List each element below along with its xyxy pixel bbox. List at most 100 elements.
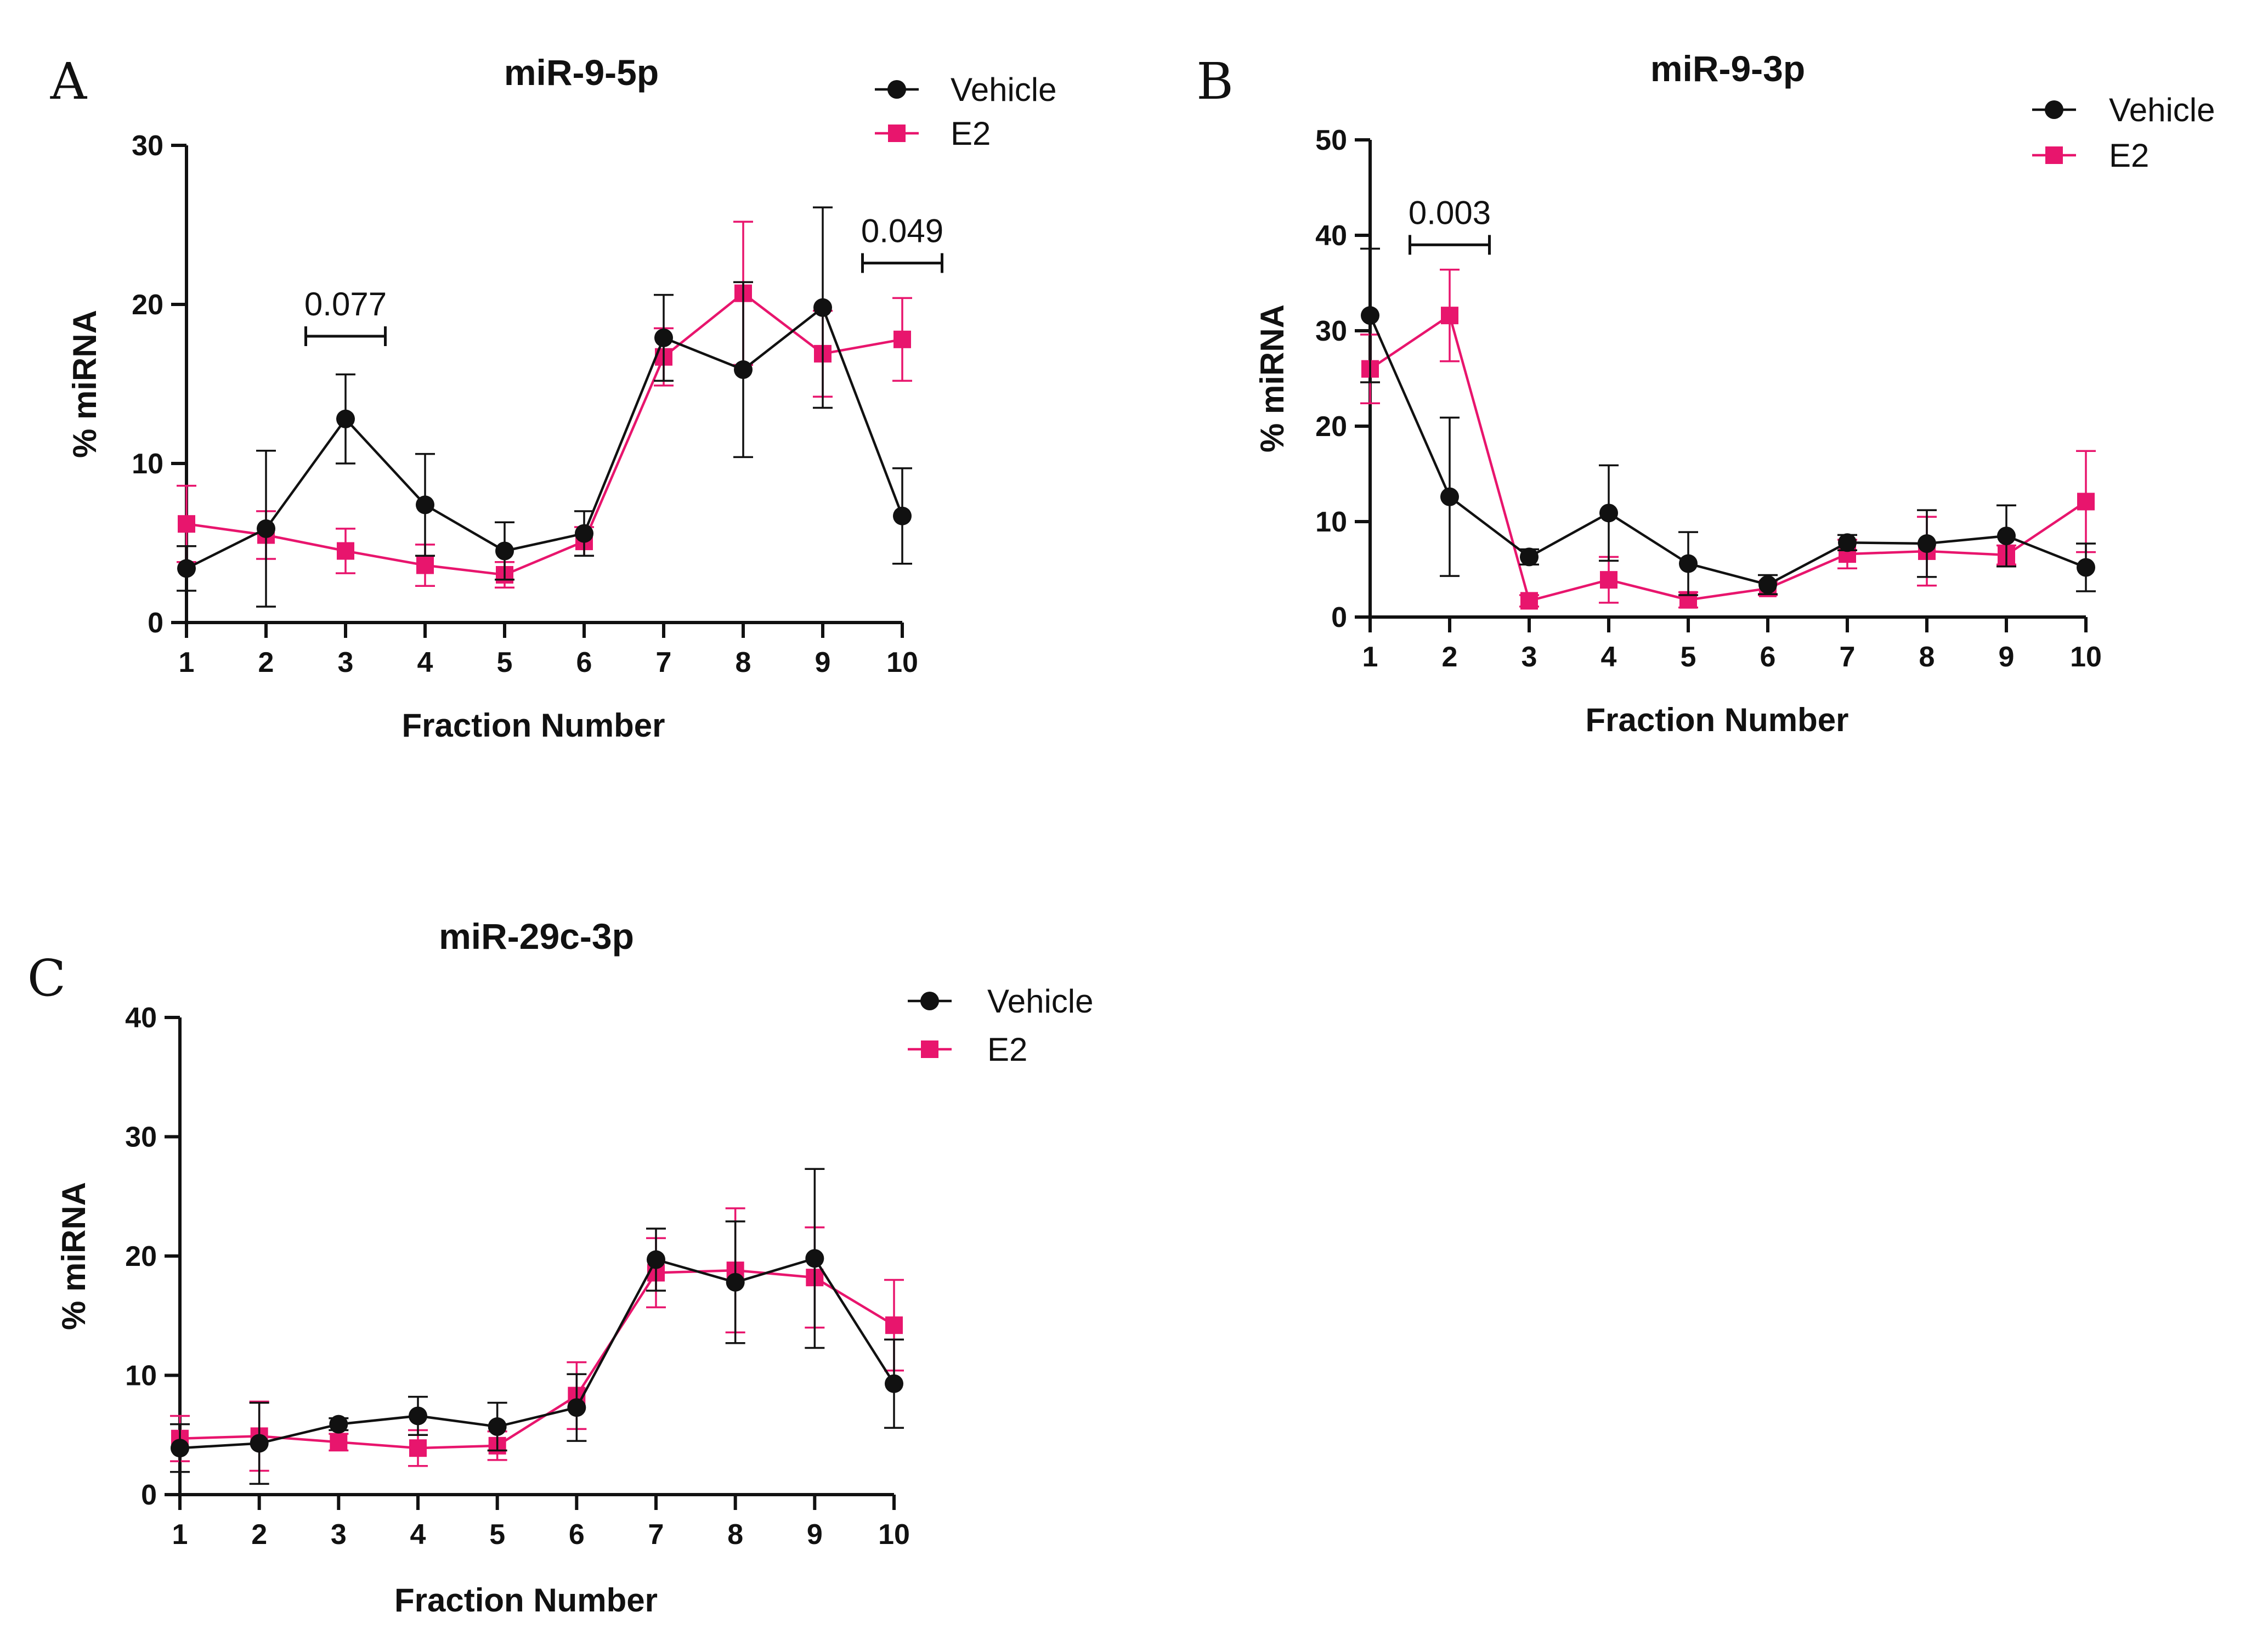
vehicle-point: [329, 1415, 348, 1434]
vehicle-point: [336, 409, 355, 428]
y-tick-label: 0: [141, 1479, 157, 1511]
chart-title: miR-29c-3p: [439, 916, 634, 957]
x-tick-label: 2: [1442, 641, 1458, 673]
vehicle-point: [647, 1250, 665, 1269]
x-tick-label: 1: [179, 647, 195, 678]
legend-marker: [888, 125, 906, 142]
vehicle-point: [171, 1439, 189, 1458]
chart-title: miR-9-5p: [504, 52, 659, 93]
panel-letter: B: [1196, 52, 1234, 111]
x-tick-label: 1: [1362, 641, 1378, 673]
vehicle-point: [575, 524, 593, 543]
e2-point: [337, 542, 354, 560]
vehicle-series-line: [185, 306, 904, 570]
legend-label: E2: [951, 115, 991, 152]
legend-label: Vehicle: [951, 71, 1056, 108]
y-tick-label: 20: [132, 289, 163, 321]
y-tick-label: 10: [132, 448, 163, 480]
legend-marker: [2045, 146, 2063, 164]
vehicle-point: [1520, 547, 1539, 567]
y-axis-label: % miRNA: [55, 1182, 92, 1330]
e2-point: [1520, 592, 1538, 610]
legend-marker: [2045, 100, 2063, 119]
x-tick-label: 10: [2070, 641, 2102, 673]
x-tick-label: 8: [727, 1519, 743, 1551]
x-tick-label: 5: [489, 1519, 505, 1551]
vehicle-point: [805, 1249, 824, 1268]
legend-label: Vehicle: [987, 983, 1093, 1020]
legend-label: E2: [987, 1031, 1027, 1068]
y-axis-label: % miRNA: [66, 310, 103, 458]
x-tick-label: 5: [1681, 641, 1696, 673]
x-tick-label: 7: [648, 1519, 664, 1551]
e2-point: [416, 556, 434, 574]
panel-letter: C: [27, 949, 66, 1008]
vehicle-point: [250, 1434, 269, 1453]
vehicle-point: [885, 1374, 903, 1393]
x-tick-label: 4: [1601, 641, 1617, 673]
panel-letter: A: [50, 52, 88, 111]
vehicle-point: [495, 541, 514, 561]
vehicle-point: [488, 1417, 507, 1436]
e2-point: [409, 1439, 427, 1457]
x-tick-label: 4: [417, 647, 433, 678]
x-tick-label: 5: [497, 647, 513, 678]
y-tick-label: 30: [125, 1122, 157, 1153]
x-tick-label: 10: [886, 647, 918, 678]
y-tick-label: 40: [1315, 220, 1347, 252]
x-tick-label: 7: [656, 647, 672, 678]
x-axis-label: Fraction Number: [1585, 702, 1848, 738]
e2-point: [893, 330, 911, 348]
vehicle-point: [813, 298, 832, 317]
vehicle-point: [1838, 533, 1857, 552]
legend-marker: [920, 992, 939, 1010]
x-tick-label: 8: [1919, 641, 1935, 673]
e2-point: [178, 515, 195, 533]
x-tick-label: 2: [258, 647, 274, 678]
vehicle-point: [409, 1406, 427, 1426]
y-tick-label: 30: [1315, 315, 1347, 347]
p-value-label: 0.077: [304, 286, 387, 323]
e2-series-line: [179, 1269, 895, 1450]
x-axis-label: Fraction Number: [394, 1582, 658, 1619]
vehicle-point: [416, 495, 434, 514]
chart-title: miR-9-3p: [1650, 48, 1805, 89]
y-tick-label: 0: [148, 607, 163, 639]
vehicle-point: [734, 360, 753, 379]
e2-point: [1600, 571, 1617, 589]
y-tick-label: 10: [1315, 506, 1347, 538]
vehicle-point: [726, 1272, 745, 1292]
x-tick-label: 6: [576, 647, 592, 678]
e2-series-line: [186, 291, 903, 576]
vehicle-series-line: [1368, 315, 2086, 586]
y-tick-label: 20: [125, 1241, 157, 1272]
x-tick-label: 3: [1522, 641, 1537, 673]
e2-point: [2077, 493, 2095, 511]
vehicle-point: [1997, 527, 2016, 546]
vehicle-point: [567, 1398, 586, 1417]
vehicle-point: [1599, 504, 1618, 523]
vehicle-point: [1758, 575, 1777, 594]
x-tick-label: 6: [569, 1519, 585, 1551]
x-tick-label: 10: [878, 1519, 910, 1551]
legend-marker: [887, 80, 906, 99]
p-value-label: 0.049: [861, 213, 943, 250]
legend-marker: [921, 1040, 938, 1058]
y-axis-label: % miRNA: [1254, 304, 1291, 452]
y-tick-label: 20: [1315, 411, 1347, 443]
e2-series-line: [1369, 313, 2087, 603]
legend-label: E2: [2109, 137, 2149, 174]
vehicle-series-line: [179, 1257, 895, 1450]
e2-point: [885, 1316, 903, 1334]
y-tick-label: 30: [132, 130, 163, 162]
x-tick-label: 9: [1999, 641, 2015, 673]
x-tick-label: 8: [736, 647, 751, 678]
e2-point: [330, 1433, 348, 1451]
vehicle-point: [654, 328, 673, 347]
p-value-label: 0.003: [1409, 194, 1491, 231]
vehicle-point: [2077, 558, 2095, 577]
x-tick-label: 9: [815, 647, 831, 678]
e2-point: [1441, 307, 1458, 325]
x-tick-label: 7: [1840, 641, 1856, 673]
